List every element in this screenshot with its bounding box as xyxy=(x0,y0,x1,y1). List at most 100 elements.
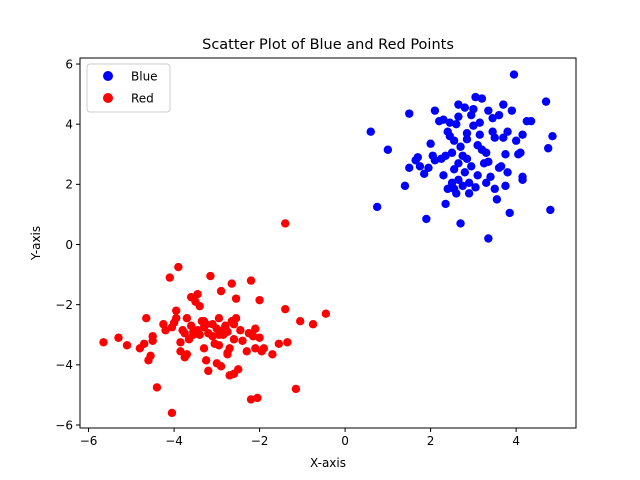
red-point xyxy=(229,320,239,329)
red-point xyxy=(234,365,243,374)
red-point xyxy=(152,383,162,392)
red-point xyxy=(176,338,185,347)
blue-point xyxy=(454,159,463,168)
red-point xyxy=(212,324,222,333)
red-point xyxy=(251,324,260,333)
legend: Blue Red xyxy=(86,63,171,113)
blue-point xyxy=(471,92,480,102)
blue-point xyxy=(501,150,510,159)
y-tick-label: −6 xyxy=(55,418,73,432)
blue-point xyxy=(460,103,470,112)
blue-point xyxy=(456,142,465,151)
blue-point xyxy=(424,163,433,172)
red-point xyxy=(142,314,151,323)
series-blue xyxy=(366,70,557,243)
series-red xyxy=(99,219,331,418)
y-tick-label: 2 xyxy=(65,178,73,192)
blue-point xyxy=(434,116,444,126)
blue-point xyxy=(462,129,472,138)
red-point xyxy=(321,309,331,318)
blue-point xyxy=(462,135,472,144)
blue-point xyxy=(484,106,493,115)
x-tick-label: −6 xyxy=(80,434,98,448)
blue-point xyxy=(469,121,478,130)
plot-frame xyxy=(79,57,577,429)
blue-point xyxy=(464,189,474,198)
x-tick-label: −2 xyxy=(251,434,269,448)
blue-point xyxy=(422,214,431,224)
red-point xyxy=(255,295,264,305)
red-point xyxy=(193,289,202,299)
red-point xyxy=(172,306,181,315)
red-point xyxy=(281,219,290,228)
blue-point xyxy=(454,175,463,185)
blue-point xyxy=(400,181,410,191)
blue-point xyxy=(518,130,527,139)
blue-point xyxy=(486,172,495,182)
blue-point xyxy=(473,141,482,150)
blue-point xyxy=(526,116,536,126)
red-point xyxy=(180,329,189,338)
blue-point xyxy=(516,148,525,157)
red-point xyxy=(281,304,290,314)
red-point xyxy=(246,276,256,285)
blue-point xyxy=(490,184,499,194)
chart-title: Scatter Plot of Blue and Red Points xyxy=(202,37,454,53)
y-tick-label: 0 xyxy=(65,238,73,252)
blue-point xyxy=(372,202,382,212)
red-point xyxy=(248,332,258,341)
red-point xyxy=(176,347,185,356)
red-point xyxy=(225,344,234,353)
red-point xyxy=(296,317,305,326)
red-point xyxy=(268,350,277,359)
data-points xyxy=(99,70,557,418)
blue-point xyxy=(475,118,484,127)
red-point xyxy=(159,320,168,329)
legend-label-red: Red xyxy=(131,92,154,106)
blue-point xyxy=(473,171,482,180)
blue-point xyxy=(499,133,508,142)
blue-point xyxy=(484,234,493,243)
y-axis-label: Y-axis xyxy=(29,226,43,261)
y-tick-label: −2 xyxy=(55,298,73,312)
blue-point xyxy=(501,181,510,191)
red-point xyxy=(214,341,224,350)
blue-point xyxy=(503,127,512,136)
blue-point xyxy=(413,153,422,162)
blue-point xyxy=(460,168,470,177)
blue-point xyxy=(464,178,474,188)
blue-point xyxy=(541,97,551,106)
red-point xyxy=(308,320,318,329)
blue-point xyxy=(415,162,425,171)
red-point xyxy=(114,333,123,342)
x-tick-label: 0 xyxy=(341,434,349,448)
blue-point xyxy=(488,113,497,123)
red-point xyxy=(201,356,211,365)
blue-point xyxy=(458,151,467,160)
red-point xyxy=(223,327,232,336)
red-point xyxy=(165,273,174,282)
red-point xyxy=(206,271,215,281)
red-point xyxy=(182,350,192,359)
legend-marker-red xyxy=(103,93,113,103)
blue-point xyxy=(449,184,459,194)
blue-point xyxy=(511,136,521,145)
red-point xyxy=(167,408,177,418)
blue-point xyxy=(439,171,448,180)
red-point xyxy=(274,339,284,348)
red-point xyxy=(283,338,292,347)
red-point xyxy=(189,330,198,339)
red-point xyxy=(204,366,213,376)
blue-point xyxy=(454,112,463,121)
blue-point xyxy=(443,184,452,194)
blue-point xyxy=(518,175,527,185)
y-tick-label: 6 xyxy=(65,57,73,71)
blue-point xyxy=(430,156,440,165)
blue-point xyxy=(490,133,499,142)
blue-point xyxy=(503,168,512,177)
red-point xyxy=(182,314,192,323)
red-point xyxy=(208,332,217,341)
red-point xyxy=(99,338,108,347)
red-point xyxy=(291,384,301,394)
